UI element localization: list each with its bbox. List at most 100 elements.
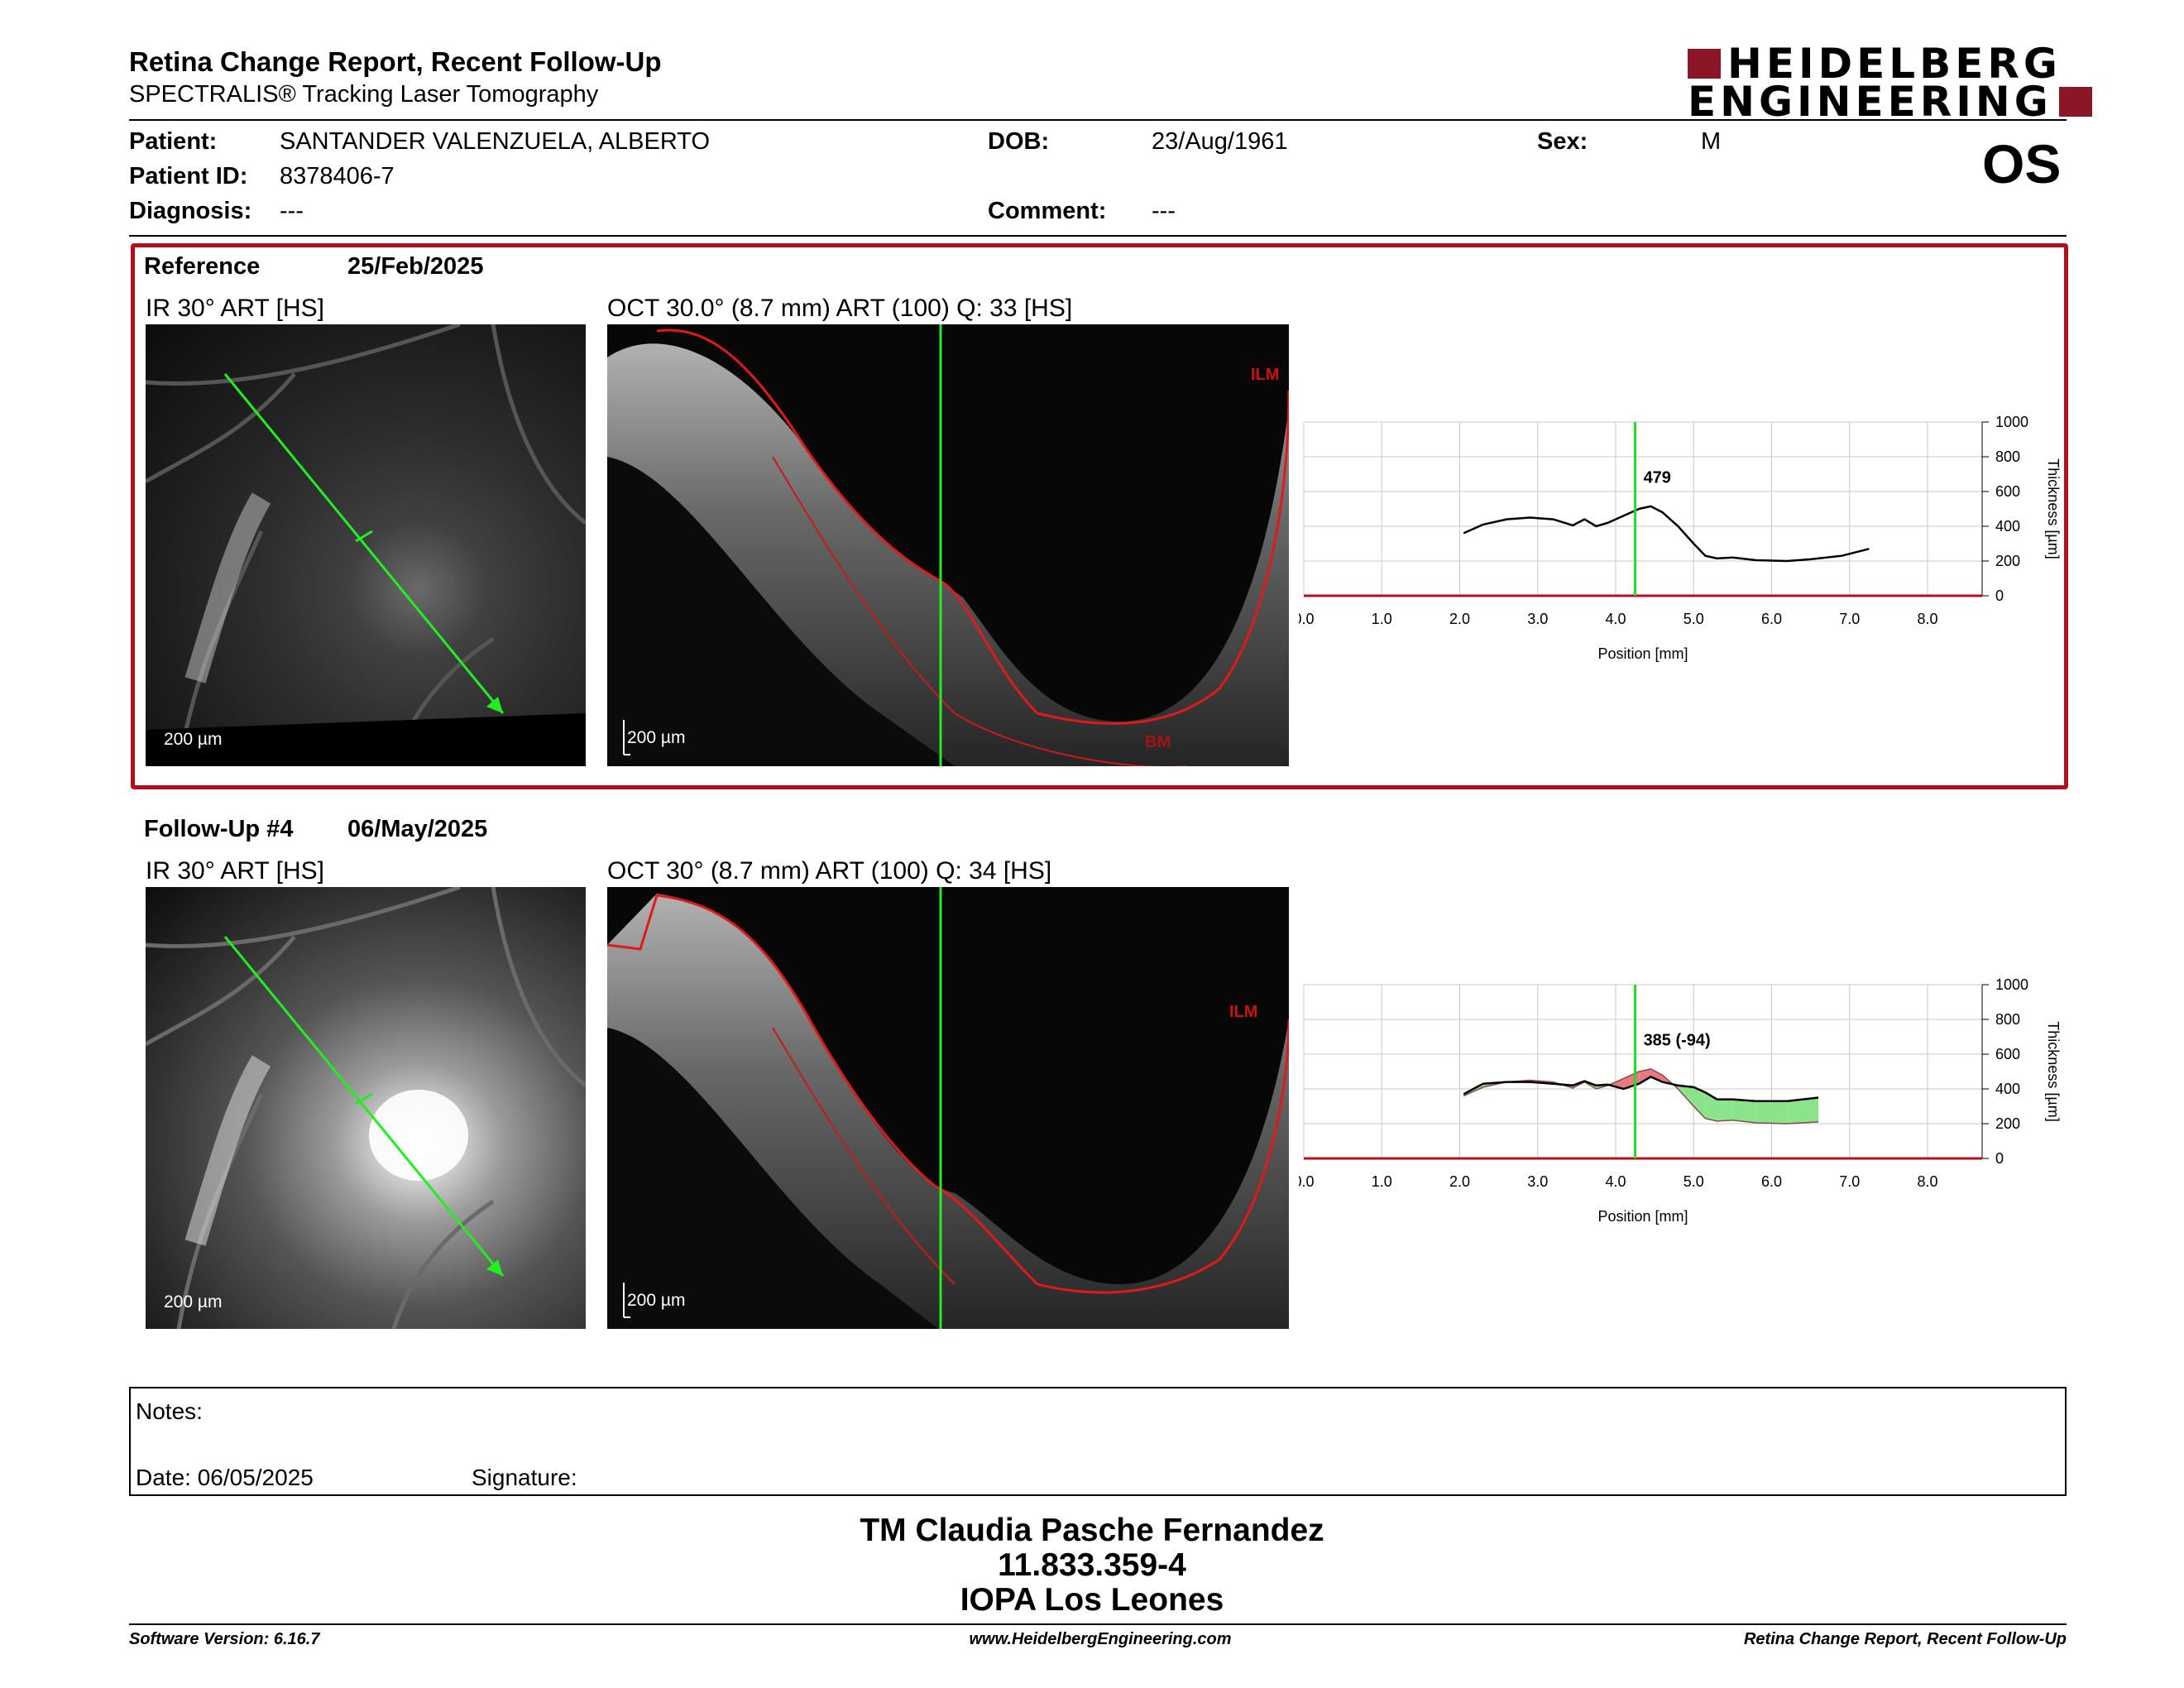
reference-oct-image[interactable]: ILM BM 200 µm	[607, 324, 1289, 766]
followup-thickness-svg: 0.0 1.0 2.0 3.0 4.0 5.0 6.0 7.0 8.0 0 200 400 600 800…	[1293, 976, 2062, 1225]
reference-oct-scale: 200 µm	[627, 728, 686, 747]
chart-y-tick-label: 800	[1995, 1011, 2020, 1028]
reference-bm-label: BM	[1145, 733, 1171, 751]
chart-x-tick-label: 0.0	[1299, 611, 1315, 627]
chart-y-tick-label: 600	[1995, 483, 2020, 500]
chart-marker-value: 385 (-94)	[1644, 1032, 1711, 1050]
chart-increase-area	[1717, 1099, 1733, 1121]
chart-increase-area	[1787, 1097, 1819, 1124]
chart-x-tick-label: 7.0	[1839, 1173, 1860, 1190]
chart-y-axis-label: Thickness [µm]	[2045, 458, 2062, 559]
followup-ilm-label: ILM	[1229, 1003, 1258, 1021]
chart-decrease-area	[1650, 1068, 1663, 1082]
eye-indicator: OS	[1982, 133, 2062, 194]
dob-value: 23/Aug/1961	[1152, 128, 1288, 155]
footer-divider	[129, 1623, 2067, 1625]
report-title: Retina Change Report, Recent Follow-Up	[129, 46, 662, 77]
chart-marker-value: 479	[1644, 469, 1671, 487]
technician-id: 11.833.359-4	[998, 1547, 1186, 1583]
followup-label: Follow-Up #4	[144, 816, 294, 842]
chart-x-tick-label: 3.0	[1527, 611, 1548, 627]
chart-series-line	[1463, 1075, 1819, 1102]
reference-oct-overlay	[607, 324, 1289, 766]
patient-id-value: 8378406-7	[280, 163, 395, 189]
institution-name: IOPA Los Leones	[960, 1582, 1224, 1618]
notes-label: Notes:	[136, 1398, 203, 1424]
reference-label: Reference	[144, 253, 261, 280]
followup-thickness-chart: 0.0 1.0 2.0 3.0 4.0 5.0 6.0 7.0 8.0 0 200 400 600 800…	[1293, 971, 2076, 1257]
chart-y-axis-label: Thickness [µm]	[2045, 1021, 2062, 1121]
chart-increase-area	[1705, 1092, 1717, 1121]
diagnosis-label: Diagnosis:	[129, 198, 252, 224]
software-version: Software Version: 6.16.7	[129, 1630, 320, 1648]
chart-y-tick-label: 1000	[1995, 414, 2028, 430]
dob-label: DOB:	[988, 128, 1050, 155]
chart-y-tick-label: 0	[1995, 1150, 2004, 1167]
notes-date: Date: 06/05/2025	[136, 1465, 314, 1490]
chart-x-tick-label: 1.0	[1372, 1173, 1392, 1190]
followup-oct-caption: OCT 30° (8.7 mm) ART (100) Q: 34 [HS]	[607, 857, 1052, 885]
brand-logo: HEIDELBERG ENGINEERING	[1688, 43, 2092, 122]
chart-x-tick-label: 3.0	[1527, 1173, 1548, 1190]
chart-increase-area	[1693, 1086, 1706, 1119]
chart-x-tick-label: 6.0	[1761, 611, 1782, 627]
header-divider	[129, 119, 2067, 121]
reference-thickness-chart: 0.0 1.0 2.0 3.0 4.0 5.0 6.0 7.0 8.0 0 200 400 600 800…	[1293, 409, 2076, 694]
reference-oct-caption: OCT 30.0° (8.7 mm) ART (100) Q: 33 [HS]	[607, 295, 1073, 322]
chart-y-tick-label: 800	[1995, 448, 2020, 465]
chart-x-tick-label: 4.0	[1605, 1173, 1626, 1190]
sex-label: Sex:	[1537, 128, 1588, 155]
website-link[interactable]: www.HeidelbergEngineering.com	[969, 1630, 1232, 1648]
logo-square-icon	[2058, 87, 2092, 117]
chart-y-tick-label: 400	[1995, 1081, 2020, 1097]
footer-report-name: Retina Change Report, Recent Follow-Up	[1743, 1630, 2067, 1648]
followup-ir-scale: 200 µm	[164, 1292, 223, 1312]
chart-series-line	[1463, 505, 1870, 563]
reference-ir-overlay	[146, 324, 586, 766]
chart-x-tick-label: 0.0	[1299, 1173, 1315, 1190]
chart-decrease-area	[1639, 1068, 1651, 1084]
followup-date: 06/May/2025	[347, 816, 488, 842]
reference-frame	[131, 243, 2068, 789]
chart-y-tick-label: 1000	[1995, 976, 2028, 993]
report-subtitle: SPECTRALIS® Tracking Laser Tomography	[129, 81, 599, 108]
chart-y-tick-label: 400	[1995, 518, 2020, 535]
chart-series-reference-line	[1463, 1068, 1819, 1125]
reference-thickness-svg: 0.0 1.0 2.0 3.0 4.0 5.0 6.0 7.0 8.0 0 200 400 600 800…	[1293, 414, 2062, 662]
chart-x-tick-label: 1.0	[1372, 611, 1392, 627]
chart-x-tick-label: 5.0	[1684, 1173, 1704, 1190]
followup-ir-overlay	[146, 887, 586, 1329]
followup-ir-image[interactable]: 200 µm	[146, 887, 586, 1329]
followup-ir-caption: IR 30° ART [HS]	[146, 857, 324, 885]
logo-line-2: ENGINEERING	[1688, 81, 2092, 122]
reference-ir-image[interactable]: 200 µm	[146, 324, 586, 766]
patient-id-label: Patient ID:	[129, 163, 248, 189]
patient-name: SANTANDER VALENZUELA, ALBERTO	[280, 128, 711, 155]
chart-x-tick-label: 4.0	[1605, 611, 1626, 627]
reference-ir-caption: IR 30° ART [HS]	[146, 295, 324, 322]
notes-box[interactable]	[129, 1387, 2067, 1496]
followup-oct-overlay	[607, 887, 1289, 1329]
sex-value: M	[1701, 128, 1722, 155]
chart-x-axis-label: Position [mm]	[1597, 645, 1688, 662]
chart-y-tick-label: 200	[1995, 1115, 2020, 1132]
chart-x-tick-label: 2.0	[1449, 611, 1470, 627]
chart-decrease-area	[1607, 1078, 1624, 1089]
reference-date: 25/Feb/2025	[347, 253, 484, 280]
chart-x-tick-label: 8.0	[1918, 611, 1938, 627]
chart-x-tick-label: 7.0	[1839, 611, 1860, 627]
chart-x-tick-label: 5.0	[1684, 611, 1704, 627]
patient-label: Patient:	[129, 128, 218, 155]
chart-y-tick-label: 600	[1995, 1046, 2020, 1062]
signature-label: Signature:	[472, 1465, 577, 1490]
comment-label: Comment:	[988, 198, 1107, 224]
logo-square-icon	[1688, 49, 1721, 79]
reference-ir-scale: 200 µm	[164, 730, 223, 749]
followup-oct-image[interactable]: ILM 200 µm	[607, 887, 1289, 1329]
chart-increase-area	[1755, 1101, 1788, 1124]
chart-y-tick-label: 200	[1995, 553, 2020, 569]
info-divider	[129, 235, 2067, 237]
chart-increase-area	[1732, 1099, 1756, 1123]
chart-y-tick-label: 0	[1995, 587, 2004, 604]
diagnosis-value: ---	[280, 198, 304, 224]
